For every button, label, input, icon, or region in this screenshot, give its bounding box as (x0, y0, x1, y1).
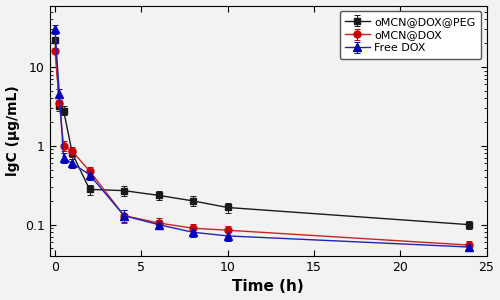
X-axis label: Time (h): Time (h) (232, 279, 304, 294)
Legend: oMCN@DOX@PEG, oMCN@DOX, Free DOX: oMCN@DOX@PEG, oMCN@DOX, Free DOX (340, 11, 481, 59)
Y-axis label: lgC (μg/mL): lgC (μg/mL) (6, 85, 20, 176)
